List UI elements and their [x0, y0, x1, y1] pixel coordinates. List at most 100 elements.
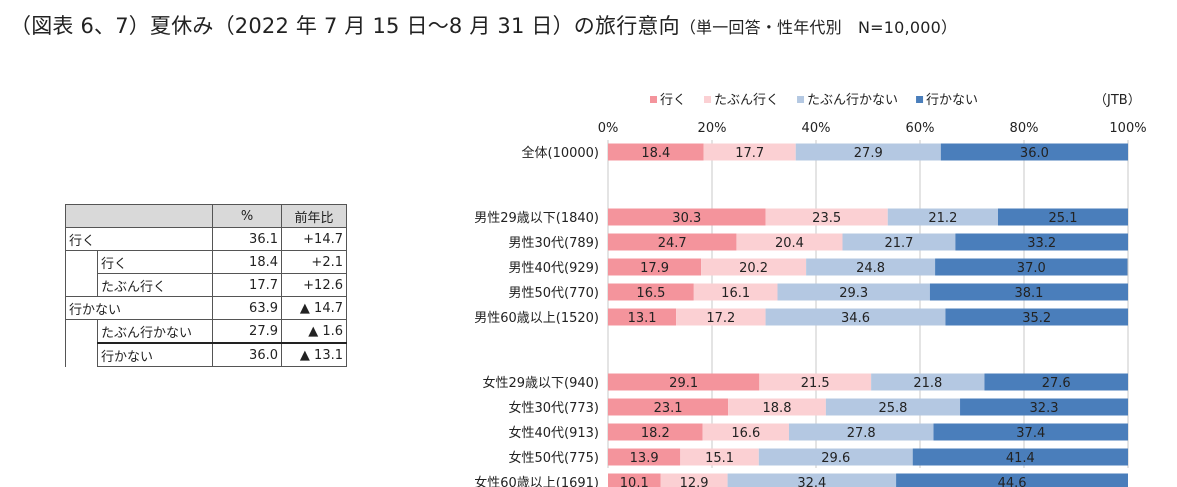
bar-segment: [608, 473, 661, 487]
row-label: 行く: [97, 250, 213, 274]
bar-segment: [806, 258, 936, 276]
data-label: 13.9: [630, 451, 659, 466]
page-title: （図表 6、7）夏休み（2022 年 7 月 15 日～8 月 31 日）の旅行…: [10, 10, 957, 40]
source-label: （JTB）: [1094, 93, 1141, 108]
data-label: 21.7: [884, 236, 913, 251]
bar-segment: [759, 373, 872, 391]
data-label: 33.2: [1027, 236, 1056, 251]
bar-segment: [608, 423, 703, 441]
title-subtitle: （単一回答・性年代別 N=10,000）: [679, 18, 958, 37]
bar-segment: [929, 283, 1128, 301]
category-label: 男性60歳以上(1520): [474, 311, 599, 326]
bar-segment: [945, 308, 1128, 326]
data-label: 12.9: [680, 476, 709, 487]
table-row: たぶん行かない 27.9 ▲ 1.6: [65, 319, 347, 367]
table-row: 行かない 36.0 ▲ 13.1: [66, 342, 347, 367]
bar-segment: [608, 283, 694, 301]
data-label: 38.1: [1014, 286, 1043, 301]
bar-segment: [608, 258, 702, 276]
row-label: たぶん行かない: [97, 319, 213, 344]
bar-segment: [608, 308, 677, 326]
data-label: 23.1: [654, 401, 683, 416]
row-yoy: ▲ 14.7: [281, 296, 347, 320]
data-label: 44.6: [998, 476, 1027, 487]
category-label: 女性50代(775): [509, 450, 600, 466]
bar-segment: [608, 448, 681, 466]
data-label: 13.1: [628, 311, 657, 326]
data-label: 37.0: [1017, 261, 1046, 276]
category-label: 男性40代(929): [509, 261, 600, 276]
table-row: 行く 18.4 +2.1: [65, 250, 347, 297]
bar-segment: [795, 143, 941, 161]
data-label: 24.7: [658, 236, 687, 251]
data-label: 36.0: [1020, 146, 1049, 161]
legend-label: たぶん行く: [714, 93, 779, 108]
x-tick-label: 80%: [1010, 121, 1039, 136]
row-yoy: +12.6: [281, 273, 347, 297]
data-label: 20.4: [775, 236, 804, 251]
data-label: 29.3: [839, 286, 868, 301]
category-label: 女性60歳以上(1691): [474, 475, 599, 487]
bar-segment: [680, 448, 759, 466]
bar-segment: [608, 398, 729, 416]
bar-segment: [871, 373, 985, 391]
row-yoy: +14.7: [281, 227, 347, 251]
title-main: （図表 6、7）夏休み（2022 年 7 月 15 日～8 月 31 日）の旅行…: [10, 14, 680, 38]
data-label: 18.4: [641, 146, 670, 161]
legend-swatch: [650, 96, 657, 103]
x-tick-label: 40%: [802, 121, 831, 136]
data-label: 34.6: [841, 311, 870, 326]
data-label: 17.7: [735, 146, 764, 161]
bar-segment: [842, 233, 956, 251]
table-header-label: [65, 204, 213, 228]
bar-segment: [933, 423, 1128, 441]
bar-segment: [660, 473, 728, 487]
bar-segment: [777, 283, 930, 301]
row-yoy: +2.1: [281, 250, 347, 274]
table-header-pct: %: [212, 204, 282, 228]
data-label: 27.9: [854, 146, 883, 161]
legend-label: 行く: [660, 93, 686, 108]
table-header-row: % 前年比: [65, 204, 347, 228]
x-tick-label: 20%: [698, 121, 727, 136]
bar-segment: [693, 283, 778, 301]
row-yoy: ▲ 13.1: [281, 342, 347, 367]
data-label: 16.5: [636, 286, 665, 301]
category-label: 全体(10000): [522, 145, 600, 161]
bar-segment: [998, 208, 1128, 226]
category-label: 女性29歳以下(940): [483, 375, 600, 391]
row-label: 行く: [65, 227, 213, 251]
data-label: 16.6: [731, 426, 760, 441]
data-label: 32.4: [797, 476, 826, 487]
row-pct: 36.1: [212, 227, 282, 251]
legend-label: 行かない: [926, 93, 978, 108]
bar-segment: [935, 258, 1128, 276]
bar-segment: [736, 233, 843, 251]
data-label: 15.1: [705, 451, 734, 466]
data-label: 21.2: [928, 211, 957, 226]
data-label: 18.8: [763, 401, 792, 416]
category-label: 男性30代(789): [509, 236, 600, 251]
bar-segment: [608, 233, 737, 251]
bar-segment: [727, 473, 897, 487]
category-label: 女性30代(773): [509, 400, 600, 416]
bar-segment: [765, 308, 946, 326]
legend-label: たぶん行かない: [807, 93, 898, 108]
table-header-yoy: 前年比: [281, 204, 347, 228]
data-label: 17.2: [706, 311, 735, 326]
data-label: 29.6: [821, 451, 850, 466]
bar-segment: [608, 373, 760, 391]
legend-swatch: [916, 96, 924, 103]
data-label: 27.8: [847, 426, 876, 441]
data-label: 30.3: [672, 211, 701, 226]
data-label: 35.2: [1022, 311, 1051, 326]
bar-segment: [608, 208, 766, 226]
table-row: 行く 36.1 +14.7: [65, 227, 347, 251]
data-label: 23.5: [812, 211, 841, 226]
bar-segment: [728, 398, 826, 416]
bar-segment: [676, 308, 766, 326]
x-tick-label: 100%: [1109, 121, 1146, 136]
data-label: 41.4: [1006, 451, 1035, 466]
bar-segment: [984, 373, 1128, 391]
bar-segment: [703, 143, 796, 161]
